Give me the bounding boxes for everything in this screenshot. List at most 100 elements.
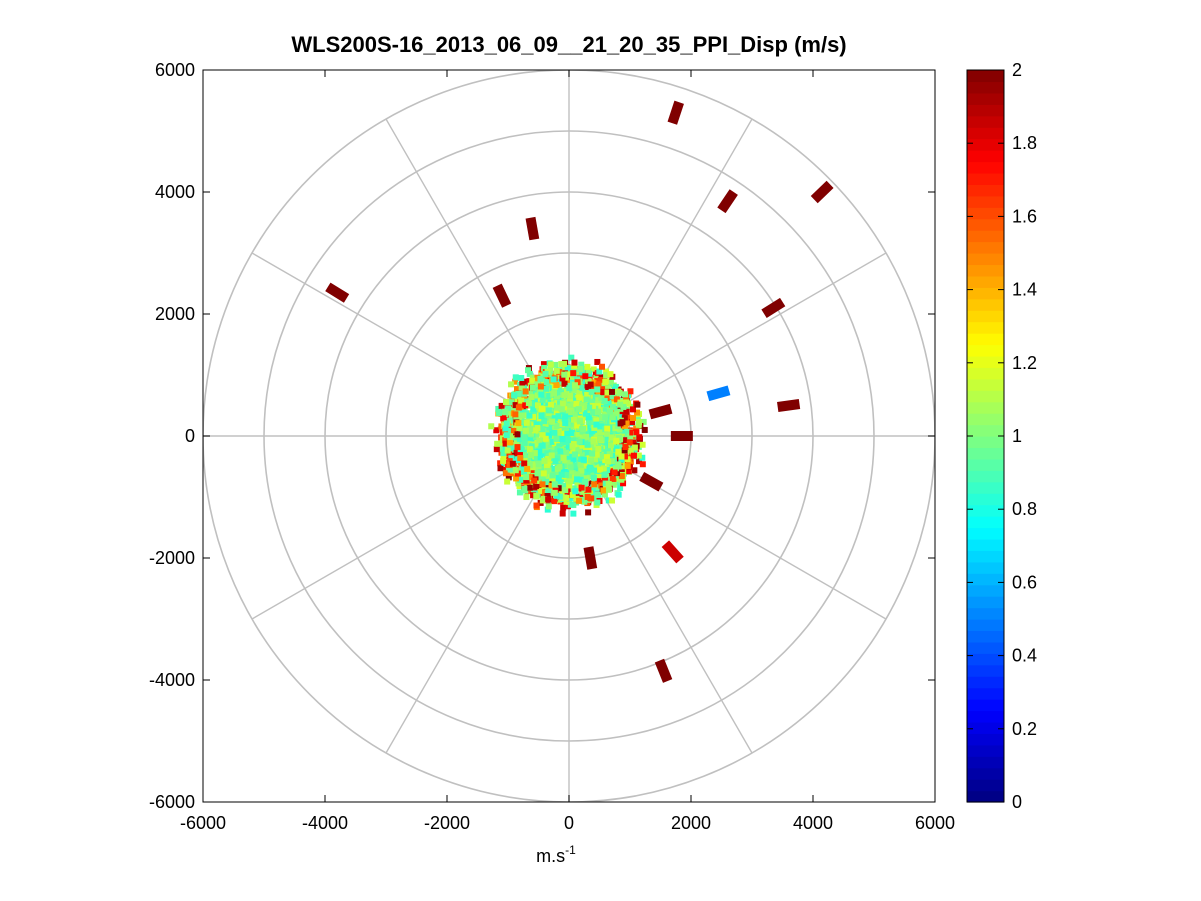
cluster-cell <box>570 510 577 517</box>
cluster-cell <box>557 448 564 455</box>
cluster-cell <box>603 368 610 375</box>
cluster-cell <box>540 470 547 477</box>
colorbar: 0 0.2 0.4 0.6 0.8 1 1.2 1.4 1.6 1.8 2 <box>966 60 1037 812</box>
cluster-cell <box>576 418 583 425</box>
cluster-cell <box>619 411 626 418</box>
cluster-cell <box>543 479 550 486</box>
data-point <box>706 385 731 402</box>
cluster-cell <box>543 379 550 386</box>
cluster-cell <box>571 393 578 400</box>
cluster-cell <box>537 375 544 382</box>
cluster-cell <box>559 375 566 382</box>
cluster-cell <box>573 397 580 404</box>
cluster-cell <box>508 399 515 406</box>
colorbar-cell <box>967 104 1004 117</box>
cluster-cell <box>615 491 622 498</box>
cluster-cell <box>560 504 567 511</box>
cluster-cell <box>514 470 521 477</box>
cluster-cell <box>580 426 587 433</box>
cluster-cell <box>563 491 570 498</box>
cluster-cell <box>519 420 526 427</box>
colorbar-cell <box>967 241 1004 254</box>
cluster-cell <box>600 487 607 494</box>
cluster-cell <box>570 387 577 394</box>
cluster-cell <box>621 399 628 406</box>
cluster-cell <box>534 402 541 409</box>
colorbar-cell <box>967 676 1004 689</box>
cluster-cell <box>631 467 638 474</box>
cluster-cell <box>634 409 641 416</box>
cluster-cell <box>611 386 618 393</box>
colorbar-cell <box>967 664 1004 677</box>
data-point <box>810 180 834 204</box>
cluster-cell <box>607 371 614 378</box>
cluster-cell <box>527 425 534 432</box>
colorbar-cell <box>967 70 1004 83</box>
cluster-cell <box>577 461 584 468</box>
cluster-cell <box>534 470 541 477</box>
cluster-cell <box>613 396 620 403</box>
cluster-cell <box>545 412 552 419</box>
cluster-cell <box>603 454 610 461</box>
cluster-cell <box>568 380 575 387</box>
cluster-cell <box>634 414 641 421</box>
cluster-cell <box>562 487 569 494</box>
cluster-cell <box>552 361 559 368</box>
cluster-cell <box>542 435 549 442</box>
cluster-cell <box>527 452 534 459</box>
colorbar-cell <box>967 195 1004 208</box>
colorbar-cell <box>967 687 1004 700</box>
cluster-cell <box>555 413 562 420</box>
colorbar-cell <box>967 127 1004 140</box>
cluster-cell <box>583 433 590 440</box>
cluster-cell <box>503 399 510 406</box>
cluster-cell <box>587 457 594 464</box>
cluster-cell <box>633 429 640 436</box>
cluster-cell <box>569 442 576 449</box>
x-tick-label: -6000 <box>180 813 226 833</box>
cluster-cell <box>514 444 521 451</box>
cluster-cell <box>541 418 548 425</box>
cluster-cell <box>528 394 535 401</box>
cluster-cell <box>518 397 525 404</box>
colorbar-cell <box>967 115 1004 128</box>
cluster-cell <box>590 402 597 409</box>
cluster-cell <box>518 394 525 401</box>
x-axis-label-text: m.s <box>536 846 565 866</box>
data-point <box>583 546 598 570</box>
cluster-cell <box>602 379 609 386</box>
cluster-cell <box>558 410 565 417</box>
colorbar-cell <box>967 481 1004 494</box>
cluster-cell <box>562 413 569 420</box>
cluster-cell <box>517 446 524 453</box>
cluster-cell <box>539 426 546 433</box>
cluster-cell <box>533 492 540 499</box>
y-tick-label: -2000 <box>149 548 195 568</box>
cluster-cell <box>604 389 611 396</box>
cluster-cell <box>576 394 583 401</box>
cluster-cell <box>527 479 534 486</box>
y-tick-label: 0 <box>185 426 195 446</box>
cluster-cell <box>516 425 523 432</box>
cluster-cell <box>513 386 520 393</box>
colorbar-cell <box>967 767 1004 780</box>
cluster-cell <box>627 433 634 440</box>
cluster-cell <box>603 372 610 379</box>
cluster-cell <box>618 456 625 463</box>
cluster-cell <box>590 438 597 445</box>
cluster-cell <box>506 440 513 447</box>
cluster-cell <box>639 441 646 448</box>
cluster-cell <box>527 474 534 481</box>
cluster-cell <box>633 436 640 443</box>
cluster-cell <box>623 408 630 415</box>
cluster-cell <box>585 367 592 374</box>
cluster-cell <box>574 476 581 483</box>
cluster-cell <box>531 477 538 484</box>
cluster-cell <box>551 498 558 505</box>
cluster-cell <box>634 401 641 408</box>
cluster-cell <box>602 477 609 484</box>
cluster-cell <box>617 444 624 451</box>
cluster-cell <box>575 406 582 413</box>
y-tick-label: 2000 <box>155 304 195 324</box>
colorbar-cell <box>967 230 1004 243</box>
